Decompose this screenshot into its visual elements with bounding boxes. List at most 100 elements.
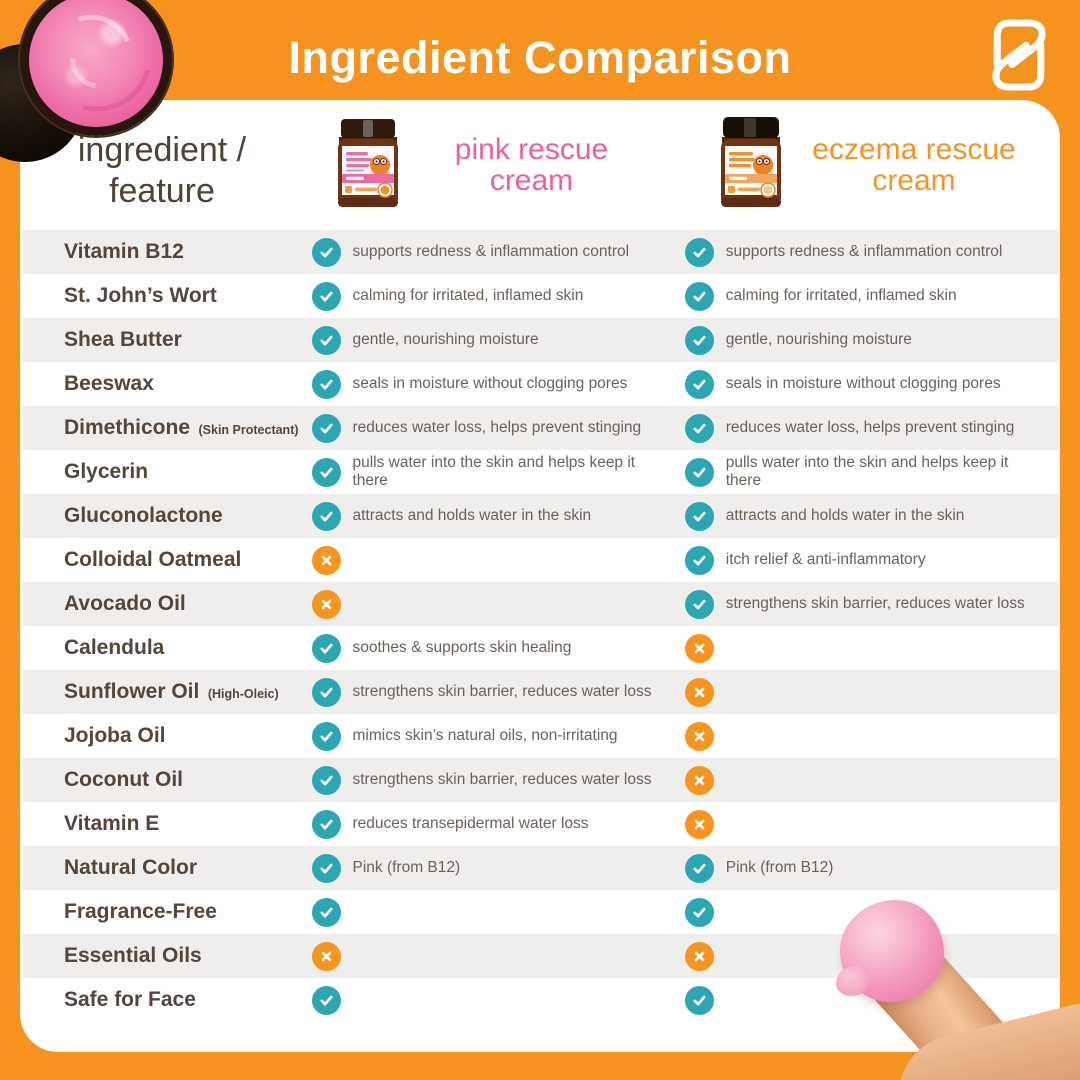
ingredient-name: Glycerin xyxy=(64,460,149,483)
check-icon xyxy=(684,985,714,1015)
pink-rescue-cream-cell: calming for irritated, inflamed skin xyxy=(311,281,685,311)
pink-rescue-cream-cell: strengthens skin barrier, reduces water … xyxy=(311,765,685,795)
pink-rescue-cream-cell: seals in moisture without clogging pores xyxy=(311,369,685,399)
pink-rescue-cream-cell: strengthens skin barrier, reduces water … xyxy=(311,677,685,707)
table-row: Vitamin E reduces transepidermal water l… xyxy=(22,802,1058,846)
table-row: Beeswax seals in moisture without cloggi… xyxy=(22,362,1058,406)
eczema-rescue-cream-cell: pulls water into the skin and helps keep… xyxy=(684,454,1058,490)
table-row: Sunflower Oil (High-Oleic) strengthens s… xyxy=(22,670,1058,714)
benefit-description: pulls water into the skin and helps keep… xyxy=(725,454,1009,489)
eczema-rescue-cream-cell: itch relief & anti-inflammatory xyxy=(684,545,1058,575)
pink-rescue-cream-cell xyxy=(311,941,685,971)
benefit-description: reduces transepidermal water loss xyxy=(352,815,589,833)
eczema-rescue-cream-cell: supports redness & inflammation control xyxy=(684,237,1058,267)
table-row: Colloidal Oatmeal itch relief & anti-inf… xyxy=(22,538,1058,582)
pink-rescue-cream-cell xyxy=(311,589,685,619)
table-header: ingredient / feature xyxy=(20,100,1060,230)
eczema-rescue-cream-cell xyxy=(684,633,1058,663)
table-row: St. John’s Wort calming for irritated, i… xyxy=(22,274,1058,318)
table-row: Jojoba Oil mimics skin’s natural oils, n… xyxy=(22,714,1058,758)
benefit-description: strengthens skin barrier, reduces water … xyxy=(352,683,652,701)
check-icon xyxy=(311,853,341,883)
table-row: Avocado Oil strengthens skin barrier, re… xyxy=(22,582,1058,626)
benefit-description: Pink (from B12) xyxy=(725,859,834,877)
table-row: Dimethicone (Skin Protectant) reduces wa… xyxy=(22,406,1058,450)
check-icon xyxy=(684,457,714,487)
benefit-description: mimics skin’s natural oils, non-irritati… xyxy=(352,727,618,745)
ingredient-name: Safe for Face xyxy=(64,988,196,1011)
eczema-rescue-cream-cell xyxy=(684,765,1058,795)
benefit-description: seals in moisture without clogging pores xyxy=(725,375,1001,393)
pink-rescue-cream-cell: mimics skin’s natural oils, non-irritati… xyxy=(311,721,685,751)
eczema-rescue-cream-cell: strengthens skin barrier, reduces water … xyxy=(684,589,1058,619)
check-icon xyxy=(684,897,714,927)
eczema-rescue-cream-cell xyxy=(684,897,1058,927)
check-icon xyxy=(311,281,341,311)
table-row: Vitamin B12 supports redness & inflammat… xyxy=(22,230,1058,274)
eczema-rescue-cream-cell: reduces water loss, helps prevent stingi… xyxy=(684,413,1058,443)
pink-rescue-cream-cell: attracts and holds water in the skin xyxy=(311,501,685,531)
eczema-rescue-cream-cell xyxy=(684,809,1058,839)
benefit-description: seals in moisture without clogging pores xyxy=(352,375,628,393)
ingredient-name: Shea Butter xyxy=(64,328,182,351)
pink-rescue-cream-header: pink rescue cream xyxy=(295,100,680,230)
cross-icon xyxy=(311,589,341,619)
check-icon xyxy=(684,545,714,575)
cross-icon xyxy=(684,941,714,971)
ingredient-note: (High-Oleic) xyxy=(204,687,279,701)
table-row: Safe for Face xyxy=(22,978,1058,1022)
benefit-description: supports redness & inflammation control xyxy=(352,243,630,261)
benefit-description: calming for irritated, inflamed skin xyxy=(725,287,957,305)
ingredient-name: Natural Color xyxy=(64,856,198,879)
pink-rescue-cream-cell: reduces transepidermal water loss xyxy=(311,809,685,839)
check-icon xyxy=(311,237,341,267)
ingredient-name: Coconut Oil xyxy=(64,768,183,791)
benefit-description: attracts and holds water in the skin xyxy=(352,507,592,525)
comparison-card: ingredient / feature xyxy=(20,100,1060,1052)
eczema-rescue-cream-header: eczema rescue cream xyxy=(670,100,1060,230)
benefit-description: calming for irritated, inflamed skin xyxy=(352,287,584,305)
check-icon xyxy=(311,677,341,707)
check-icon xyxy=(311,369,341,399)
benefit-description: pulls water into the skin and helps keep… xyxy=(352,454,636,489)
cross-icon xyxy=(684,677,714,707)
ingredient-name: Colloidal Oatmeal xyxy=(64,548,242,571)
ingredient-name: Vitamin B12 xyxy=(64,240,184,263)
table-row: Coconut Oil strengthens skin barrier, re… xyxy=(22,758,1058,802)
table-row: Shea Butter gentle, nourishing moisture … xyxy=(22,318,1058,362)
pink-rescue-cream-cell: reduces water loss, helps prevent stingi… xyxy=(311,413,685,443)
ingredient-name: Dimethicone xyxy=(64,416,191,439)
eczema-rescue-cream-name: eczema rescue cream xyxy=(812,132,1016,197)
benefit-description: itch relief & anti-inflammatory xyxy=(725,551,926,569)
eczema-rescue-cream-cell: gentle, nourishing moisture xyxy=(684,325,1058,355)
pink-rescue-cream-name: pink rescue cream xyxy=(454,132,609,197)
check-icon xyxy=(311,985,341,1015)
benefit-description: attracts and holds water in the skin xyxy=(725,507,965,525)
benefit-description: gentle, nourishing moisture xyxy=(725,331,912,349)
check-icon xyxy=(684,325,714,355)
ingredient-name: Beeswax xyxy=(64,372,154,395)
cross-icon xyxy=(684,809,714,839)
benefit-description: soothes & supports skin healing xyxy=(352,639,572,657)
check-icon xyxy=(311,765,341,795)
benefit-description: supports redness & inflammation control xyxy=(725,243,1003,261)
pink-rescue-cream-cell: supports redness & inflammation control xyxy=(311,237,685,267)
benefit-description: strengthens skin barrier, reduces water … xyxy=(352,771,652,789)
pink-rescue-cream-cell: gentle, nourishing moisture xyxy=(311,325,685,355)
pink-rescue-cream-cell: pulls water into the skin and helps keep… xyxy=(311,454,685,490)
cross-icon xyxy=(311,941,341,971)
ingredient-name: Avocado Oil xyxy=(64,592,186,615)
ingredient-name: Vitamin E xyxy=(64,812,160,835)
table-row: Natural Color Pink (from B12) Pink (from… xyxy=(22,846,1058,890)
table-row: Calendula soothes & supports skin healin… xyxy=(22,626,1058,670)
ingredient-note: (Skin Protectant) xyxy=(195,423,299,437)
check-icon xyxy=(311,721,341,751)
check-icon xyxy=(311,897,341,927)
benefit-description: Pink (from B12) xyxy=(352,859,461,877)
table-row: Gluconolactone attracts and holds water … xyxy=(22,494,1058,538)
pink-rescue-cream-cell: soothes & supports skin healing xyxy=(311,633,685,663)
ingredient-name: St. John’s Wort xyxy=(64,284,217,307)
table-row: Essential Oils xyxy=(22,934,1058,978)
pink-rescue-cream-cell xyxy=(311,985,685,1015)
